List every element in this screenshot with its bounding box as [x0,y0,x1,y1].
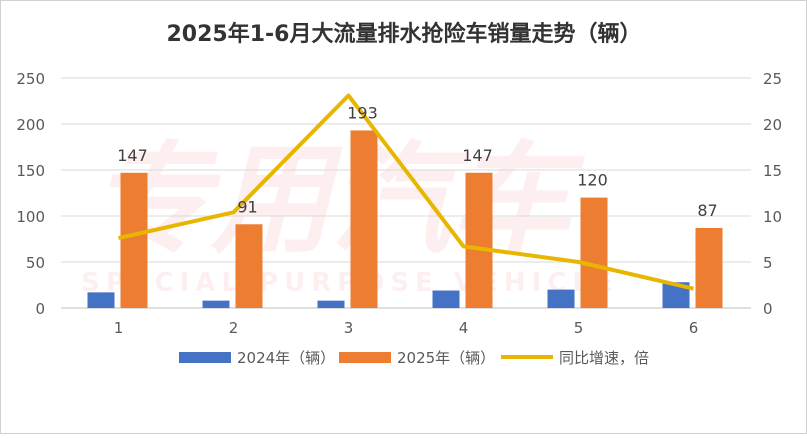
svg-text:SPECIAL PURPOSE VEHICLE: SPECIAL PURPOSE VEHICLE [81,268,619,298]
bar-2025 [696,228,723,308]
bar-2025 [466,173,493,308]
bar-2025 [351,130,378,308]
chart-title: 2025年1-6月大流量排水抢险车销量走势（辆） [167,21,642,47]
y-left-tick-label: 250 [16,70,45,88]
bar-2025 [581,198,608,308]
y-right-tick-label: 25 [763,70,782,88]
bar-2024 [433,291,460,308]
legend-swatch [339,352,391,363]
y-right-tick-label: 15 [763,162,782,180]
watermark: 专用汽车 SPECIAL PURPOSE VEHICLE [81,131,619,298]
legend-label: 2025年（辆） [397,349,495,367]
svg-text:专用汽车: 专用汽车 [91,131,586,270]
data-label-2025: 120 [577,171,608,190]
y-left-tick-label: 0 [35,300,45,318]
x-tick-label: 4 [459,319,469,337]
bar-2025 [236,224,263,308]
data-label-2025: 193 [347,103,378,122]
y-right-tick-label: 0 [763,300,773,318]
y-right-tick-label: 20 [763,116,782,134]
y-left-tick-label: 50 [26,254,45,272]
y-right-tick-label: 10 [763,208,782,226]
bar-2024 [88,292,115,308]
x-tick-label: 2 [229,319,239,337]
data-label-2025: 87 [697,201,717,220]
bar-2024 [318,301,345,308]
data-label-2025: 147 [462,146,493,165]
data-label-2025: 147 [117,146,148,165]
y-left-tick-label: 150 [16,162,45,180]
y-right-tick-label: 5 [763,254,773,272]
bar-2024 [203,301,230,308]
bar-2025 [121,173,148,308]
x-tick-label: 3 [344,319,354,337]
data-label-2025: 91 [237,197,257,216]
legend-label: 同比增速，倍 [559,349,649,367]
legend-swatch [179,352,231,363]
y-left-tick-label: 100 [16,208,45,226]
x-tick-label: 1 [114,319,124,337]
x-tick-label: 5 [574,319,584,337]
x-tick-label: 6 [689,319,699,337]
legend: 2024年（辆） 2025年（辆） 同比增速，倍 [179,349,649,367]
y-left-tick-label: 200 [16,116,45,134]
bar-2024 [548,290,575,308]
legend-label: 2024年（辆） [237,349,335,367]
